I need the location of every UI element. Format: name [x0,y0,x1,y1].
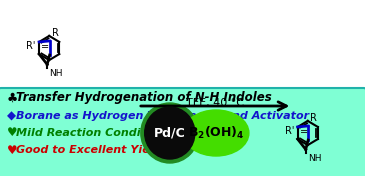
Text: Mild Reaction Conditions: Mild Reaction Conditions [16,128,172,138]
Circle shape [145,107,195,159]
FancyBboxPatch shape [0,88,367,176]
Text: Borane as Hydrogen Transporter and Activator: Borane as Hydrogen Transporter and Activ… [16,111,310,121]
Text: =: = [41,42,49,52]
Text: TFE, 40 °C: TFE, 40 °C [186,98,244,108]
Text: R': R' [26,41,36,51]
Text: R: R [51,28,58,38]
Text: Good to Excellent Yields: Good to Excellent Yields [16,145,169,155]
Text: $\mathbf{B_2(OH)_4}$: $\mathbf{B_2(OH)_4}$ [188,125,244,141]
Text: ♣: ♣ [7,92,18,105]
Text: NH: NH [49,70,63,78]
Text: Transfer Hydrogenation of N-H Indoles: Transfer Hydrogenation of N-H Indoles [16,92,272,105]
Text: Pd/C: Pd/C [154,127,186,140]
Text: ◆: ◆ [7,109,16,122]
Text: R: R [310,113,317,123]
Text: NH: NH [308,155,321,164]
Text: ♥: ♥ [7,143,17,156]
Ellipse shape [183,110,249,156]
Text: ♥: ♥ [7,127,17,140]
Text: =: = [300,127,308,137]
Text: R': R' [285,126,294,136]
Circle shape [141,103,199,163]
